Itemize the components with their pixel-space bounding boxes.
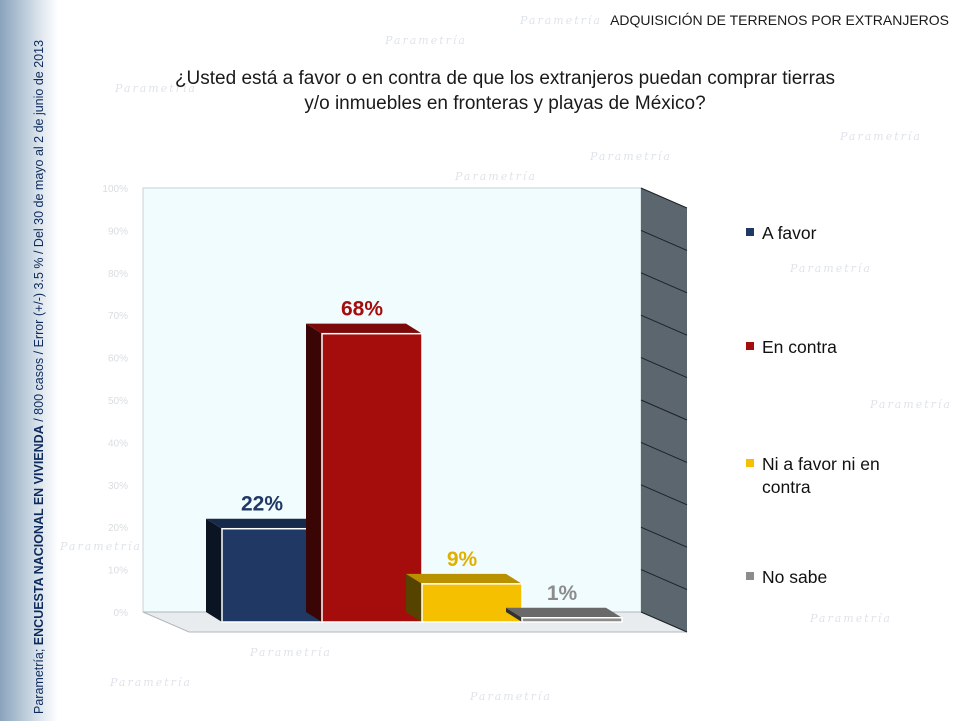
- legend-swatch: [746, 572, 754, 581]
- y-tick-label: 80%: [108, 269, 128, 280]
- legend-item-en-contra: En contra: [746, 336, 837, 359]
- bar-side: [306, 323, 322, 622]
- bar-top: [306, 323, 422, 334]
- watermark-text: Parametría: [790, 262, 872, 275]
- bar-top: [206, 518, 322, 529]
- legend-label: En contra: [762, 337, 837, 357]
- slide-header: ADQUISICIÓN DE TERRENOS POR EXTRANJEROS: [610, 12, 949, 28]
- side-band: [0, 0, 58, 721]
- data-label: 68%: [341, 298, 383, 321]
- legend-item-a-favor: A favor: [746, 222, 816, 245]
- legend-swatch: [746, 342, 754, 351]
- gridline: [640, 441, 688, 463]
- watermark-text: Parametría: [810, 612, 892, 625]
- watermark-text: Parametría: [470, 690, 552, 703]
- chart-title-line-1: ¿Usted está a favor o en contra de que l…: [174, 68, 836, 89]
- bar-side: [406, 573, 422, 622]
- legend-label: Ni a favor ni en contra: [762, 453, 880, 499]
- y-tick-label: 10%: [108, 566, 128, 577]
- data-label: 22%: [241, 493, 283, 516]
- legend-label-line-1: Ni a favor ni en: [762, 454, 880, 474]
- legend-item-no-sabe: No sabe: [746, 566, 827, 589]
- legend-label: No sabe: [762, 567, 828, 587]
- y-tick-label: 70%: [108, 311, 128, 322]
- y-tick-label: 100%: [102, 184, 128, 195]
- gridline: [640, 229, 688, 251]
- watermark-text: Parametría: [60, 540, 142, 553]
- data-label: 9%: [447, 548, 478, 571]
- legend: A favor En contra Ni a favor ni en contra…: [746, 0, 946, 721]
- watermark-text: Parametría: [840, 130, 922, 143]
- bar-side: [206, 518, 222, 622]
- bar: [421, 583, 523, 623]
- y-tick-label: 0%: [114, 608, 129, 619]
- watermark-text: Parametría: [110, 676, 192, 689]
- watermark-text: Parametría: [385, 34, 467, 47]
- bar: [221, 527, 323, 623]
- y-tick-label: 60%: [108, 354, 128, 365]
- bar-side: [506, 607, 522, 622]
- gridline: [640, 314, 688, 336]
- gridline: [640, 484, 688, 506]
- bar-top: [406, 573, 522, 584]
- watermark-text: Parametría: [455, 170, 537, 183]
- legend-label-line-2: contra: [762, 477, 811, 497]
- watermark-text: Parametría: [590, 150, 672, 163]
- gridline: [640, 611, 688, 633]
- watermark-text: Parametría: [250, 646, 332, 659]
- y-tick-label: 30%: [108, 481, 128, 492]
- y-tick-label: 90%: [108, 226, 128, 237]
- gridline: [640, 187, 688, 209]
- legend-label: A favor: [762, 223, 817, 243]
- gridline: [640, 357, 688, 379]
- data-label: 1%: [547, 582, 578, 605]
- gridline: [640, 526, 688, 548]
- chart-title: ¿Usted está a favor o en contra de que l…: [150, 66, 860, 116]
- legend-item-ni-a-favor-ni-en-contra: Ni a favor ni en contra: [746, 453, 880, 499]
- y-tick-label: 50%: [108, 396, 128, 407]
- bar-top: [506, 607, 622, 618]
- bar: [321, 332, 423, 623]
- gridline: [640, 399, 688, 421]
- gridline: [640, 272, 688, 294]
- bar: [521, 617, 623, 623]
- chart-title-line-2: y/o inmuebles en fronteras y playas de M…: [304, 93, 706, 114]
- watermark-text: Parametría: [520, 14, 602, 27]
- legend-swatch: [746, 459, 754, 468]
- y-tick-label: 40%: [108, 438, 128, 449]
- watermark-text: Parametría: [115, 82, 197, 95]
- watermark-text: Parametría: [870, 398, 952, 411]
- y-tick-label: 20%: [108, 523, 128, 534]
- gridline: [640, 569, 688, 591]
- legend-swatch: [746, 228, 754, 237]
